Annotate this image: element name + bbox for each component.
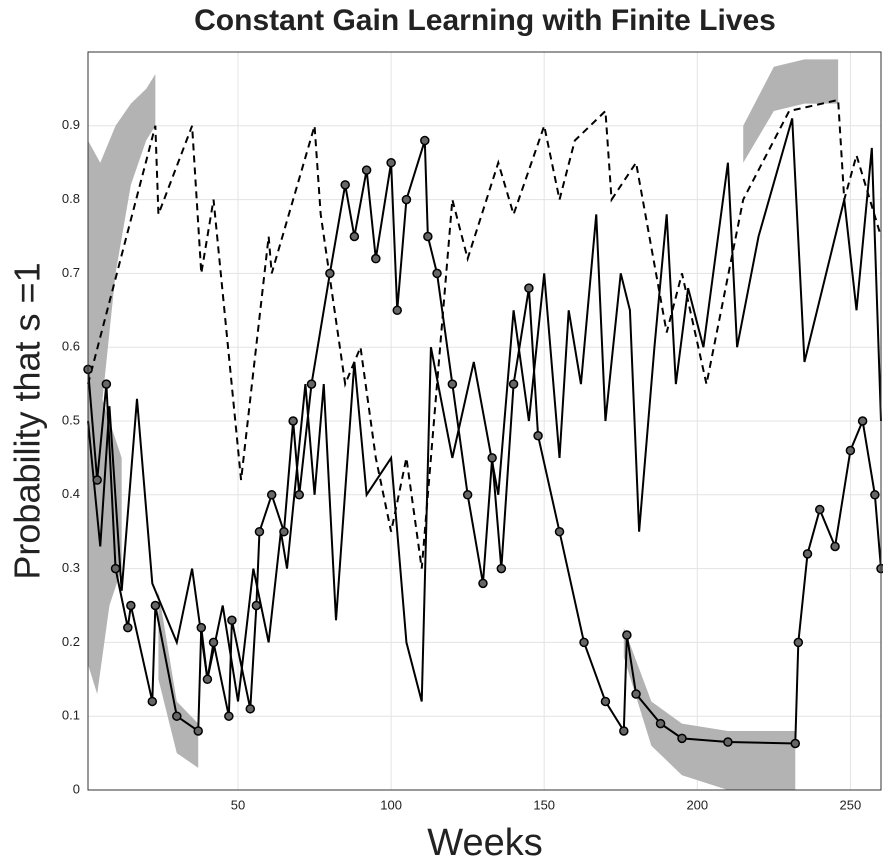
data-point [870, 490, 880, 500]
y-tick-label: 0 [73, 781, 80, 796]
data-point [245, 704, 256, 714]
data-point [655, 718, 666, 729]
x-tick-label: 200 [686, 797, 708, 812]
x-tick-label: 100 [380, 797, 402, 812]
data-point [579, 637, 589, 648]
confidence-band [623, 627, 796, 790]
data-point [533, 431, 543, 441]
data-point [790, 738, 801, 749]
data-point [294, 490, 305, 500]
data-point [147, 696, 158, 707]
data-point [361, 165, 372, 175]
data-point [554, 526, 565, 537]
data-point [123, 622, 133, 633]
plot-frame [87, 51, 882, 791]
y-tick-label: 0.8 [62, 191, 80, 206]
data-point [622, 630, 632, 640]
data-point [830, 541, 840, 552]
data-point [266, 490, 277, 500]
data-point [193, 726, 203, 736]
data-point [423, 231, 433, 242]
data-point [619, 726, 629, 736]
x-axis-label: Weeks [427, 822, 542, 864]
data-point [110, 563, 121, 574]
y-tick-label: 0.7 [62, 265, 80, 280]
data-point [496, 563, 507, 574]
data-point [172, 711, 182, 721]
data-point [524, 283, 534, 293]
x-tick-label: 50 [231, 797, 245, 812]
data-point [386, 157, 396, 168]
data-point [126, 600, 136, 611]
series-line [87, 140, 882, 745]
data-point [420, 135, 430, 146]
series-line [87, 118, 882, 702]
data-point [401, 194, 412, 205]
y-tick-label: 0.2 [62, 634, 80, 649]
data-point [196, 622, 207, 633]
data-point [815, 504, 825, 515]
data-point [306, 379, 317, 389]
data-point [631, 689, 641, 699]
x-tick-label: 250 [840, 797, 862, 812]
data-point [723, 737, 733, 747]
chart-title: Constant Gain Learning with Finite Lives [194, 4, 776, 37]
y-tick-label: 0.6 [62, 339, 80, 354]
data-point [325, 268, 335, 279]
data-point [101, 379, 112, 389]
data-point [371, 253, 381, 264]
data-point [857, 416, 868, 426]
data-point [254, 526, 265, 537]
x-tick-label: 150 [533, 797, 555, 812]
y-tick-label: 0.9 [62, 117, 80, 132]
confidence-band [88, 74, 156, 569]
data-point [802, 549, 813, 559]
data-point [224, 711, 234, 721]
data-point [487, 453, 497, 463]
data-point [279, 526, 289, 537]
y-axis-label: Probability that s =1 [7, 262, 48, 579]
data-point [876, 563, 883, 574]
y-tick-label: 0.1 [62, 708, 80, 723]
data-point [227, 615, 237, 626]
data-point [478, 578, 488, 589]
data-point [208, 637, 219, 648]
data-point [349, 231, 360, 242]
data-point [677, 733, 687, 744]
data-point [600, 696, 611, 707]
y-tick-label: 0.3 [62, 560, 80, 575]
data-point [432, 268, 442, 279]
data-point [462, 490, 473, 500]
confidence-band [88, 347, 122, 695]
data-point [202, 674, 213, 685]
data-point [150, 600, 161, 611]
y-tick-label: 0.5 [62, 412, 80, 427]
data-point [447, 379, 458, 389]
series-line [87, 98, 882, 569]
data-point [340, 180, 350, 190]
data-point [392, 305, 402, 316]
y-tick-label: 0.4 [62, 486, 80, 501]
data-point [845, 445, 856, 456]
data-point [508, 379, 519, 389]
data-point [251, 600, 262, 611]
data-point [793, 637, 804, 648]
data-point [288, 416, 298, 426]
confidence-band [743, 59, 839, 163]
data-point [92, 475, 102, 485]
